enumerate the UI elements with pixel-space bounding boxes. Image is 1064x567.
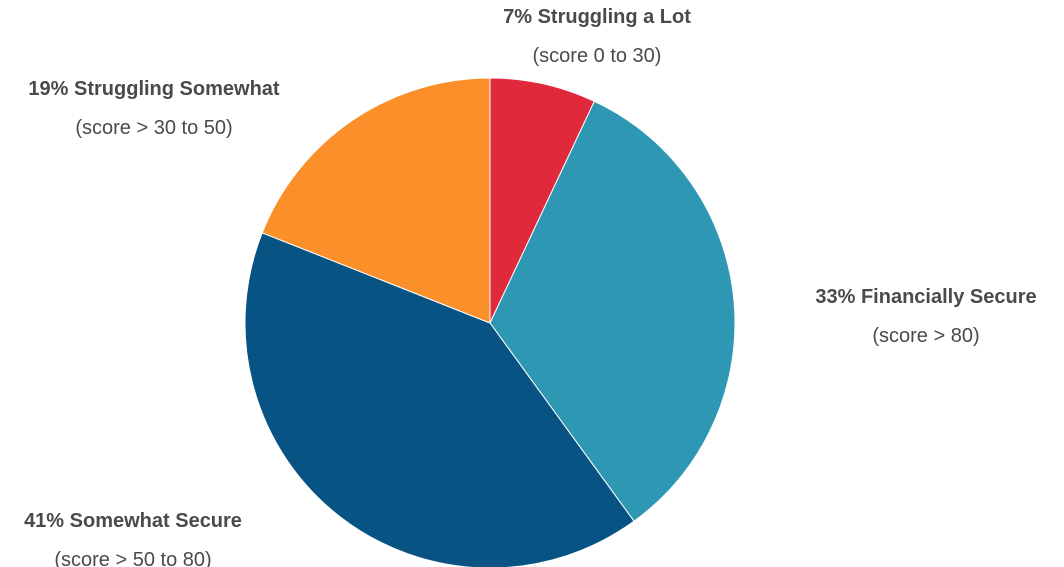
label-struggling-somewhat-title: 19% Struggling Somewhat — [28, 78, 279, 100]
slice-struggling-somewhat — [261, 77, 491, 324]
slice-somewhat-secure — [244, 232, 635, 567]
pie-slices — [244, 77, 736, 567]
label-somewhat-secure: 41% Somewhat Secure (score > 50 to 80) — [24, 510, 242, 567]
label-financially-secure-range: (score > 80) — [872, 325, 979, 347]
label-struggling-a-lot: 7% Struggling a Lot (score 0 to 30) — [503, 6, 691, 67]
pie-labels: 7% Struggling a Lot (score 0 to 30) 33% Fi… — [24, 6, 1037, 567]
label-struggling-a-lot-title: 7% Struggling a Lot — [503, 6, 691, 28]
label-struggling-a-lot-range: (score 0 to 30) — [533, 45, 662, 67]
label-somewhat-secure-title: 41% Somewhat Secure — [24, 510, 242, 532]
label-financially-secure-title: 33% Financially Secure — [815, 286, 1036, 308]
slice-financially-secure — [489, 100, 736, 522]
label-financially-secure: 33% Financially Secure (score > 80) — [815, 286, 1036, 347]
slice-struggling-a-lot — [489, 77, 595, 324]
label-struggling-somewhat-range: (score > 30 to 50) — [75, 117, 232, 139]
label-somewhat-secure-range: (score > 50 to 80) — [54, 549, 211, 567]
label-struggling-somewhat: 19% Struggling Somewhat (score > 30 to 50… — [28, 78, 279, 139]
